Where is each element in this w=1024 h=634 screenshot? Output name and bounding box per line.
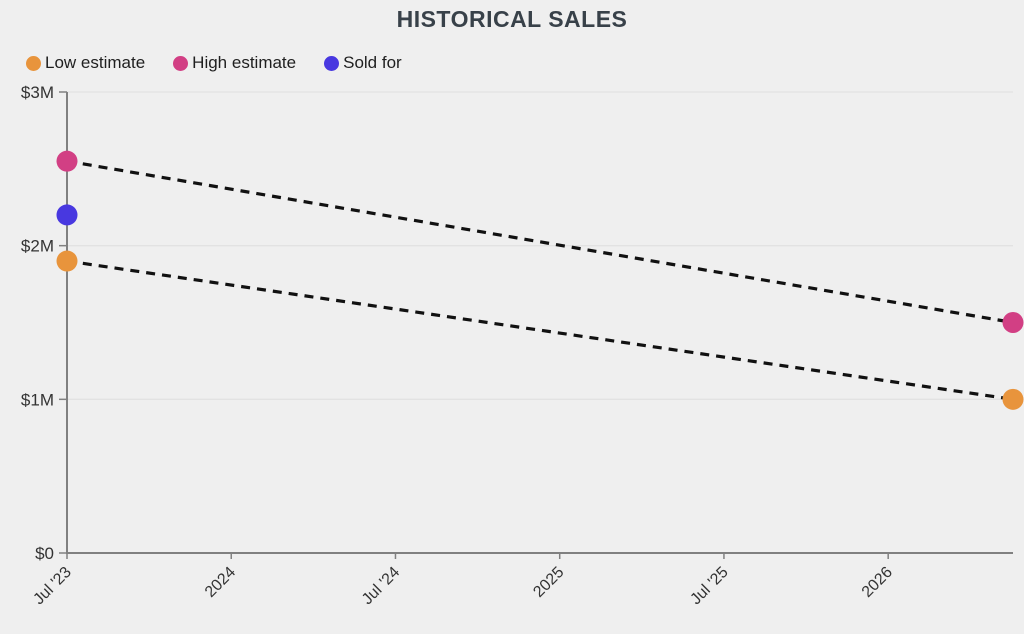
- data-point-sold-for[interactable]: [56, 204, 78, 226]
- x-tick-label: Jul '23: [30, 564, 74, 608]
- legend-item-high-estimate[interactable]: High estimate: [173, 53, 296, 73]
- x-tick-label: 2025: [530, 564, 567, 601]
- high-estimate-dot-icon: [173, 55, 189, 71]
- y-tick-label: $3M: [21, 83, 54, 102]
- x-tick-label: 2024: [202, 564, 239, 601]
- legend-label-sold-for: Sold for: [343, 53, 402, 72]
- x-tick-label: 2026: [859, 564, 896, 601]
- y-tick-label: $0: [35, 544, 54, 563]
- legend-item-low-estimate[interactable]: Low estimate: [26, 53, 145, 73]
- legend-label-high-estimate: High estimate: [192, 53, 297, 72]
- chart-legend: Low estimate High estimate Sold for: [26, 53, 402, 73]
- trendline-high-estimate: [66, 159, 1014, 325]
- x-tick-label: Jul '24: [359, 564, 403, 608]
- data-point-high-estimate[interactable]: [56, 150, 78, 172]
- sold-for-dot-icon: [324, 55, 340, 71]
- data-point-high-estimate[interactable]: [1002, 312, 1024, 333]
- chart-title: HISTORICAL SALES: [396, 6, 628, 32]
- data-point-low-estimate[interactable]: [56, 250, 78, 272]
- low-estimate-dot-icon: [26, 55, 41, 71]
- data-point-low-estimate[interactable]: [1002, 388, 1024, 410]
- y-tick-label: $2M: [21, 237, 54, 256]
- legend-item-sold-for[interactable]: Sold for: [324, 53, 402, 73]
- trendline-low-estimate: [66, 259, 1014, 401]
- x-tick-label: Jul '25: [687, 564, 731, 608]
- y-tick-label: $1M: [21, 390, 54, 409]
- legend-label-low-estimate: Low estimate: [45, 53, 146, 72]
